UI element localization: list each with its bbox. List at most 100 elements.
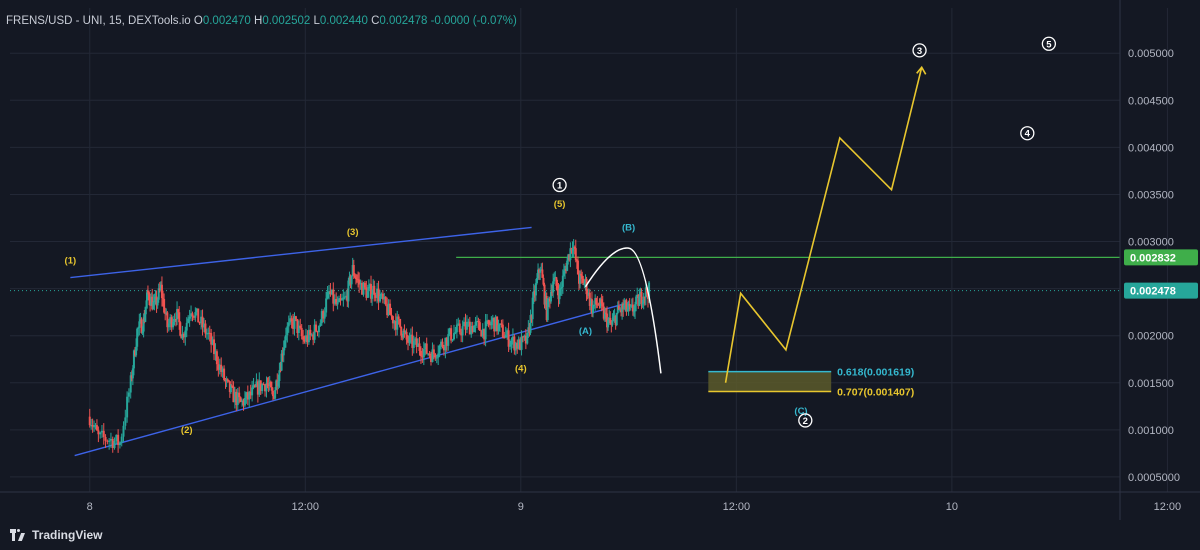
candle-body — [379, 296, 381, 302]
candle-body — [514, 342, 517, 351]
candle-body — [335, 298, 338, 305]
candle-body — [511, 336, 514, 341]
x-tick-label: 8 — [87, 501, 93, 513]
candle-body — [409, 334, 412, 336]
wave-circle-label: 3 — [917, 46, 922, 57]
y-tick-label: 0.003000 — [1128, 237, 1174, 249]
candle-body — [386, 304, 389, 316]
candle-body — [523, 335, 526, 338]
candle-body — [293, 316, 296, 329]
candle-body — [438, 345, 441, 354]
candle-body — [145, 300, 148, 308]
candle-body — [474, 321, 477, 326]
fib-zone — [708, 370, 832, 393]
candle-body — [366, 291, 369, 298]
wave-label: (4) — [515, 364, 527, 375]
candle-body — [542, 277, 545, 285]
candle-body — [636, 295, 639, 297]
candle-body — [157, 288, 160, 300]
wave-label: (1) — [65, 255, 77, 266]
candle-body — [274, 389, 277, 399]
candle-body — [281, 353, 284, 356]
candle-body — [243, 397, 246, 406]
low-value: 0.002440 — [319, 15, 368, 27]
candle-body — [323, 312, 326, 319]
candle-body — [571, 248, 574, 251]
candle-body — [289, 318, 292, 323]
candle-body — [545, 296, 548, 321]
candle-body — [223, 368, 226, 380]
candle-body — [506, 330, 509, 335]
candle-body — [596, 304, 599, 306]
candle-body — [198, 322, 201, 324]
candle-body — [404, 331, 407, 333]
candle-body — [481, 328, 484, 337]
candle-body — [373, 285, 376, 296]
candle-body — [210, 333, 213, 345]
candle-body — [275, 380, 278, 390]
candle-body — [562, 271, 565, 276]
candle-body — [241, 400, 244, 402]
candle-body — [592, 305, 595, 314]
candle-body — [614, 315, 617, 326]
candle-body — [195, 308, 198, 313]
candle-body — [589, 299, 592, 306]
symbol-title[interactable]: FRENS/USD - UNI, 15, DEXTools.io — [6, 15, 191, 27]
candle-body — [490, 321, 493, 326]
candle-body — [579, 273, 582, 284]
candle-body — [585, 278, 588, 295]
candle-body — [640, 291, 643, 305]
candle-body — [296, 319, 299, 334]
candle-body — [444, 337, 447, 351]
candle-body — [315, 324, 318, 332]
wave-circle-marker — [798, 413, 813, 428]
candle-body — [457, 323, 460, 325]
candle-body — [313, 324, 316, 340]
candle-body — [163, 298, 166, 313]
candle-body — [581, 275, 584, 279]
candle-body — [621, 303, 624, 313]
candle-body — [306, 335, 309, 343]
candle-body — [527, 327, 530, 333]
candle-body — [526, 332, 529, 344]
candle-body — [390, 314, 393, 317]
tradingview-brand[interactable]: TradingView — [10, 528, 102, 542]
candle-body — [569, 248, 572, 261]
candle-body — [297, 325, 300, 334]
candle-body — [228, 381, 231, 393]
candle-body — [629, 305, 632, 307]
candle-body — [184, 330, 187, 338]
candle-body — [394, 321, 397, 330]
candle-body — [255, 381, 258, 387]
candle-body — [516, 342, 519, 349]
candle-body — [641, 303, 644, 305]
candle-body — [91, 425, 94, 427]
wave-label: (B) — [622, 222, 635, 233]
candle-body — [630, 304, 633, 306]
candle-body — [124, 417, 127, 426]
candle-body — [134, 350, 137, 356]
candle-body — [634, 304, 637, 312]
candle-body — [280, 353, 283, 371]
candle-body — [635, 296, 638, 305]
candle-body — [552, 281, 555, 293]
wave-circle-label: 2 — [803, 416, 808, 427]
candle-body — [182, 333, 185, 338]
candle-body — [604, 312, 607, 314]
candle-body — [197, 308, 200, 323]
candle-body — [620, 309, 623, 313]
candle-body — [353, 275, 356, 278]
candle-body — [338, 298, 341, 303]
candle-body — [169, 317, 172, 324]
candle-body — [540, 269, 543, 271]
candle-body — [558, 288, 561, 300]
candle-body — [427, 353, 430, 355]
candle-body — [358, 279, 361, 285]
candle-body — [150, 296, 153, 306]
candle-body — [205, 333, 208, 335]
x-tick-label: 9 — [518, 501, 524, 513]
candle-body — [154, 296, 157, 301]
candle-body — [305, 335, 307, 342]
candle-body — [239, 397, 242, 402]
